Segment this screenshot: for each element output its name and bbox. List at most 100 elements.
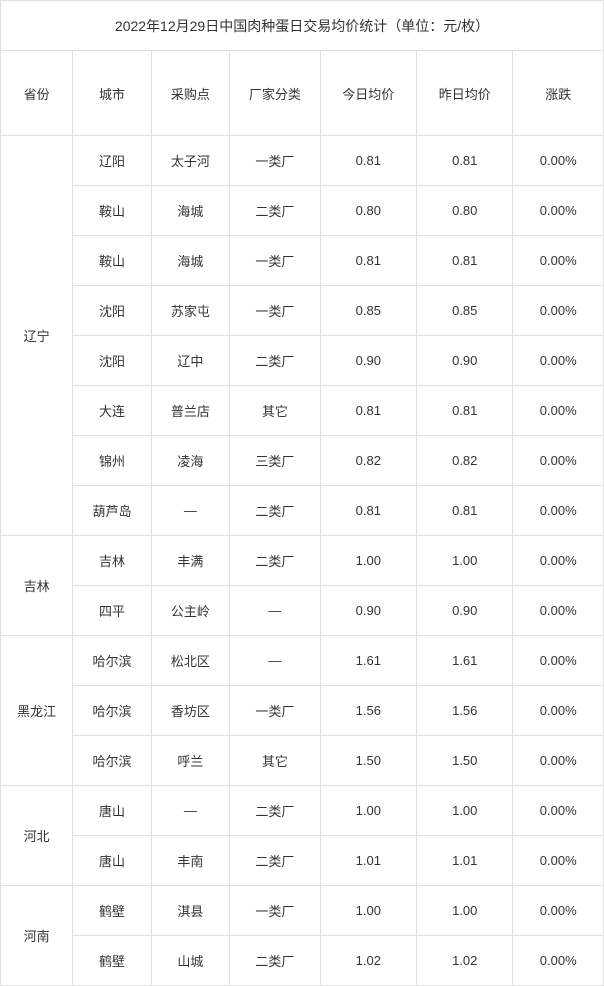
header-type: 厂家分类 <box>230 51 320 136</box>
change-cell: 0.00% <box>513 186 604 236</box>
change-cell: 0.00% <box>513 836 604 886</box>
city-cell: 辽阳 <box>73 136 151 186</box>
city-cell: 鹤壁 <box>73 886 151 936</box>
type-cell: 一类厂 <box>230 236 320 286</box>
change-cell: 0.00% <box>513 786 604 836</box>
city-cell: 鞍山 <box>73 236 151 286</box>
change-cell: 0.00% <box>513 936 604 986</box>
table-row: 哈尔滨呼兰其它1.501.500.00% <box>1 736 604 786</box>
table-row: 沈阳苏家屯一类厂0.850.850.00% <box>1 286 604 336</box>
city-cell: 锦州 <box>73 436 151 486</box>
province-cell: 河南 <box>1 886 73 986</box>
header-today: 今日均价 <box>320 51 416 136</box>
change-cell: 0.00% <box>513 536 604 586</box>
today-cell: 0.90 <box>320 586 416 636</box>
yesterday-cell: 1.50 <box>417 736 513 786</box>
today-cell: 1.61 <box>320 636 416 686</box>
point-cell: 淇县 <box>151 886 229 936</box>
today-cell: 0.81 <box>320 486 416 536</box>
yesterday-cell: 0.90 <box>417 586 513 636</box>
table-row: 哈尔滨香坊区一类厂1.561.560.00% <box>1 686 604 736</box>
yesterday-cell: 0.81 <box>417 136 513 186</box>
province-cell: 黑龙江 <box>1 636 73 786</box>
header-city: 城市 <box>73 51 151 136</box>
yesterday-cell: 1.56 <box>417 686 513 736</box>
point-cell: 辽中 <box>151 336 229 386</box>
province-cell: 河北 <box>1 786 73 886</box>
type-cell: 二类厂 <box>230 786 320 836</box>
type-cell: 一类厂 <box>230 886 320 936</box>
city-cell: 唐山 <box>73 836 151 886</box>
point-cell: 苏家屯 <box>151 286 229 336</box>
table-row: 鞍山海城二类厂0.800.800.00% <box>1 186 604 236</box>
point-cell: — <box>151 486 229 536</box>
type-cell: 一类厂 <box>230 686 320 736</box>
city-cell: 沈阳 <box>73 286 151 336</box>
type-cell: 二类厂 <box>230 186 320 236</box>
today-cell: 0.82 <box>320 436 416 486</box>
price-table: 2022年12月29日中国肉种蛋日交易均价统计（单位：元/枚） 省份 城市 采购… <box>0 0 604 986</box>
change-cell: 0.00% <box>513 436 604 486</box>
change-cell: 0.00% <box>513 336 604 386</box>
type-cell: 二类厂 <box>230 336 320 386</box>
type-cell: 三类厂 <box>230 436 320 486</box>
type-cell: 二类厂 <box>230 836 320 886</box>
today-cell: 0.85 <box>320 286 416 336</box>
city-cell: 鞍山 <box>73 186 151 236</box>
today-cell: 0.80 <box>320 186 416 236</box>
today-cell: 1.50 <box>320 736 416 786</box>
point-cell: 丰南 <box>151 836 229 886</box>
change-cell: 0.00% <box>513 486 604 536</box>
header-province: 省份 <box>1 51 73 136</box>
today-cell: 1.02 <box>320 936 416 986</box>
change-cell: 0.00% <box>513 386 604 436</box>
city-cell: 哈尔滨 <box>73 636 151 686</box>
city-cell: 哈尔滨 <box>73 686 151 736</box>
type-cell: 二类厂 <box>230 536 320 586</box>
change-cell: 0.00% <box>513 686 604 736</box>
table-row: 沈阳辽中二类厂0.900.900.00% <box>1 336 604 386</box>
header-row: 省份 城市 采购点 厂家分类 今日均价 昨日均价 涨跌 <box>1 51 604 136</box>
city-cell: 鹤壁 <box>73 936 151 986</box>
table-row: 鞍山海城一类厂0.810.810.00% <box>1 236 604 286</box>
type-cell: 一类厂 <box>230 286 320 336</box>
change-cell: 0.00% <box>513 136 604 186</box>
yesterday-cell: 0.85 <box>417 286 513 336</box>
type-cell: — <box>230 586 320 636</box>
point-cell: 海城 <box>151 236 229 286</box>
point-cell: — <box>151 786 229 836</box>
today-cell: 1.00 <box>320 786 416 836</box>
yesterday-cell: 1.61 <box>417 636 513 686</box>
today-cell: 1.01 <box>320 836 416 886</box>
header-point: 采购点 <box>151 51 229 136</box>
yesterday-cell: 0.82 <box>417 436 513 486</box>
today-cell: 1.00 <box>320 536 416 586</box>
type-cell: 二类厂 <box>230 486 320 536</box>
title-row: 2022年12月29日中国肉种蛋日交易均价统计（单位：元/枚） <box>1 1 604 51</box>
point-cell: 太子河 <box>151 136 229 186</box>
change-cell: 0.00% <box>513 586 604 636</box>
point-cell: 普兰店 <box>151 386 229 436</box>
city-cell: 四平 <box>73 586 151 636</box>
yesterday-cell: 0.81 <box>417 386 513 436</box>
point-cell: 凌海 <box>151 436 229 486</box>
point-cell: 山城 <box>151 936 229 986</box>
type-cell: 其它 <box>230 736 320 786</box>
table-row: 辽宁辽阳太子河一类厂0.810.810.00% <box>1 136 604 186</box>
point-cell: 丰满 <box>151 536 229 586</box>
yesterday-cell: 1.00 <box>417 536 513 586</box>
province-cell: 吉林 <box>1 536 73 636</box>
header-yesterday: 昨日均价 <box>417 51 513 136</box>
header-change: 涨跌 <box>513 51 604 136</box>
table-row: 鹤壁山城二类厂1.021.020.00% <box>1 936 604 986</box>
point-cell: 松北区 <box>151 636 229 686</box>
table-body: 辽宁辽阳太子河一类厂0.810.810.00%鞍山海城二类厂0.800.800.… <box>1 136 604 986</box>
city-cell: 葫芦岛 <box>73 486 151 536</box>
today-cell: 0.81 <box>320 236 416 286</box>
table-title: 2022年12月29日中国肉种蛋日交易均价统计（单位：元/枚） <box>1 1 604 51</box>
table-row: 黑龙江哈尔滨松北区—1.611.610.00% <box>1 636 604 686</box>
table-row: 四平公主岭—0.900.900.00% <box>1 586 604 636</box>
table-row: 大连普兰店其它0.810.810.00% <box>1 386 604 436</box>
table-row: 吉林吉林丰满二类厂1.001.000.00% <box>1 536 604 586</box>
point-cell: 香坊区 <box>151 686 229 736</box>
